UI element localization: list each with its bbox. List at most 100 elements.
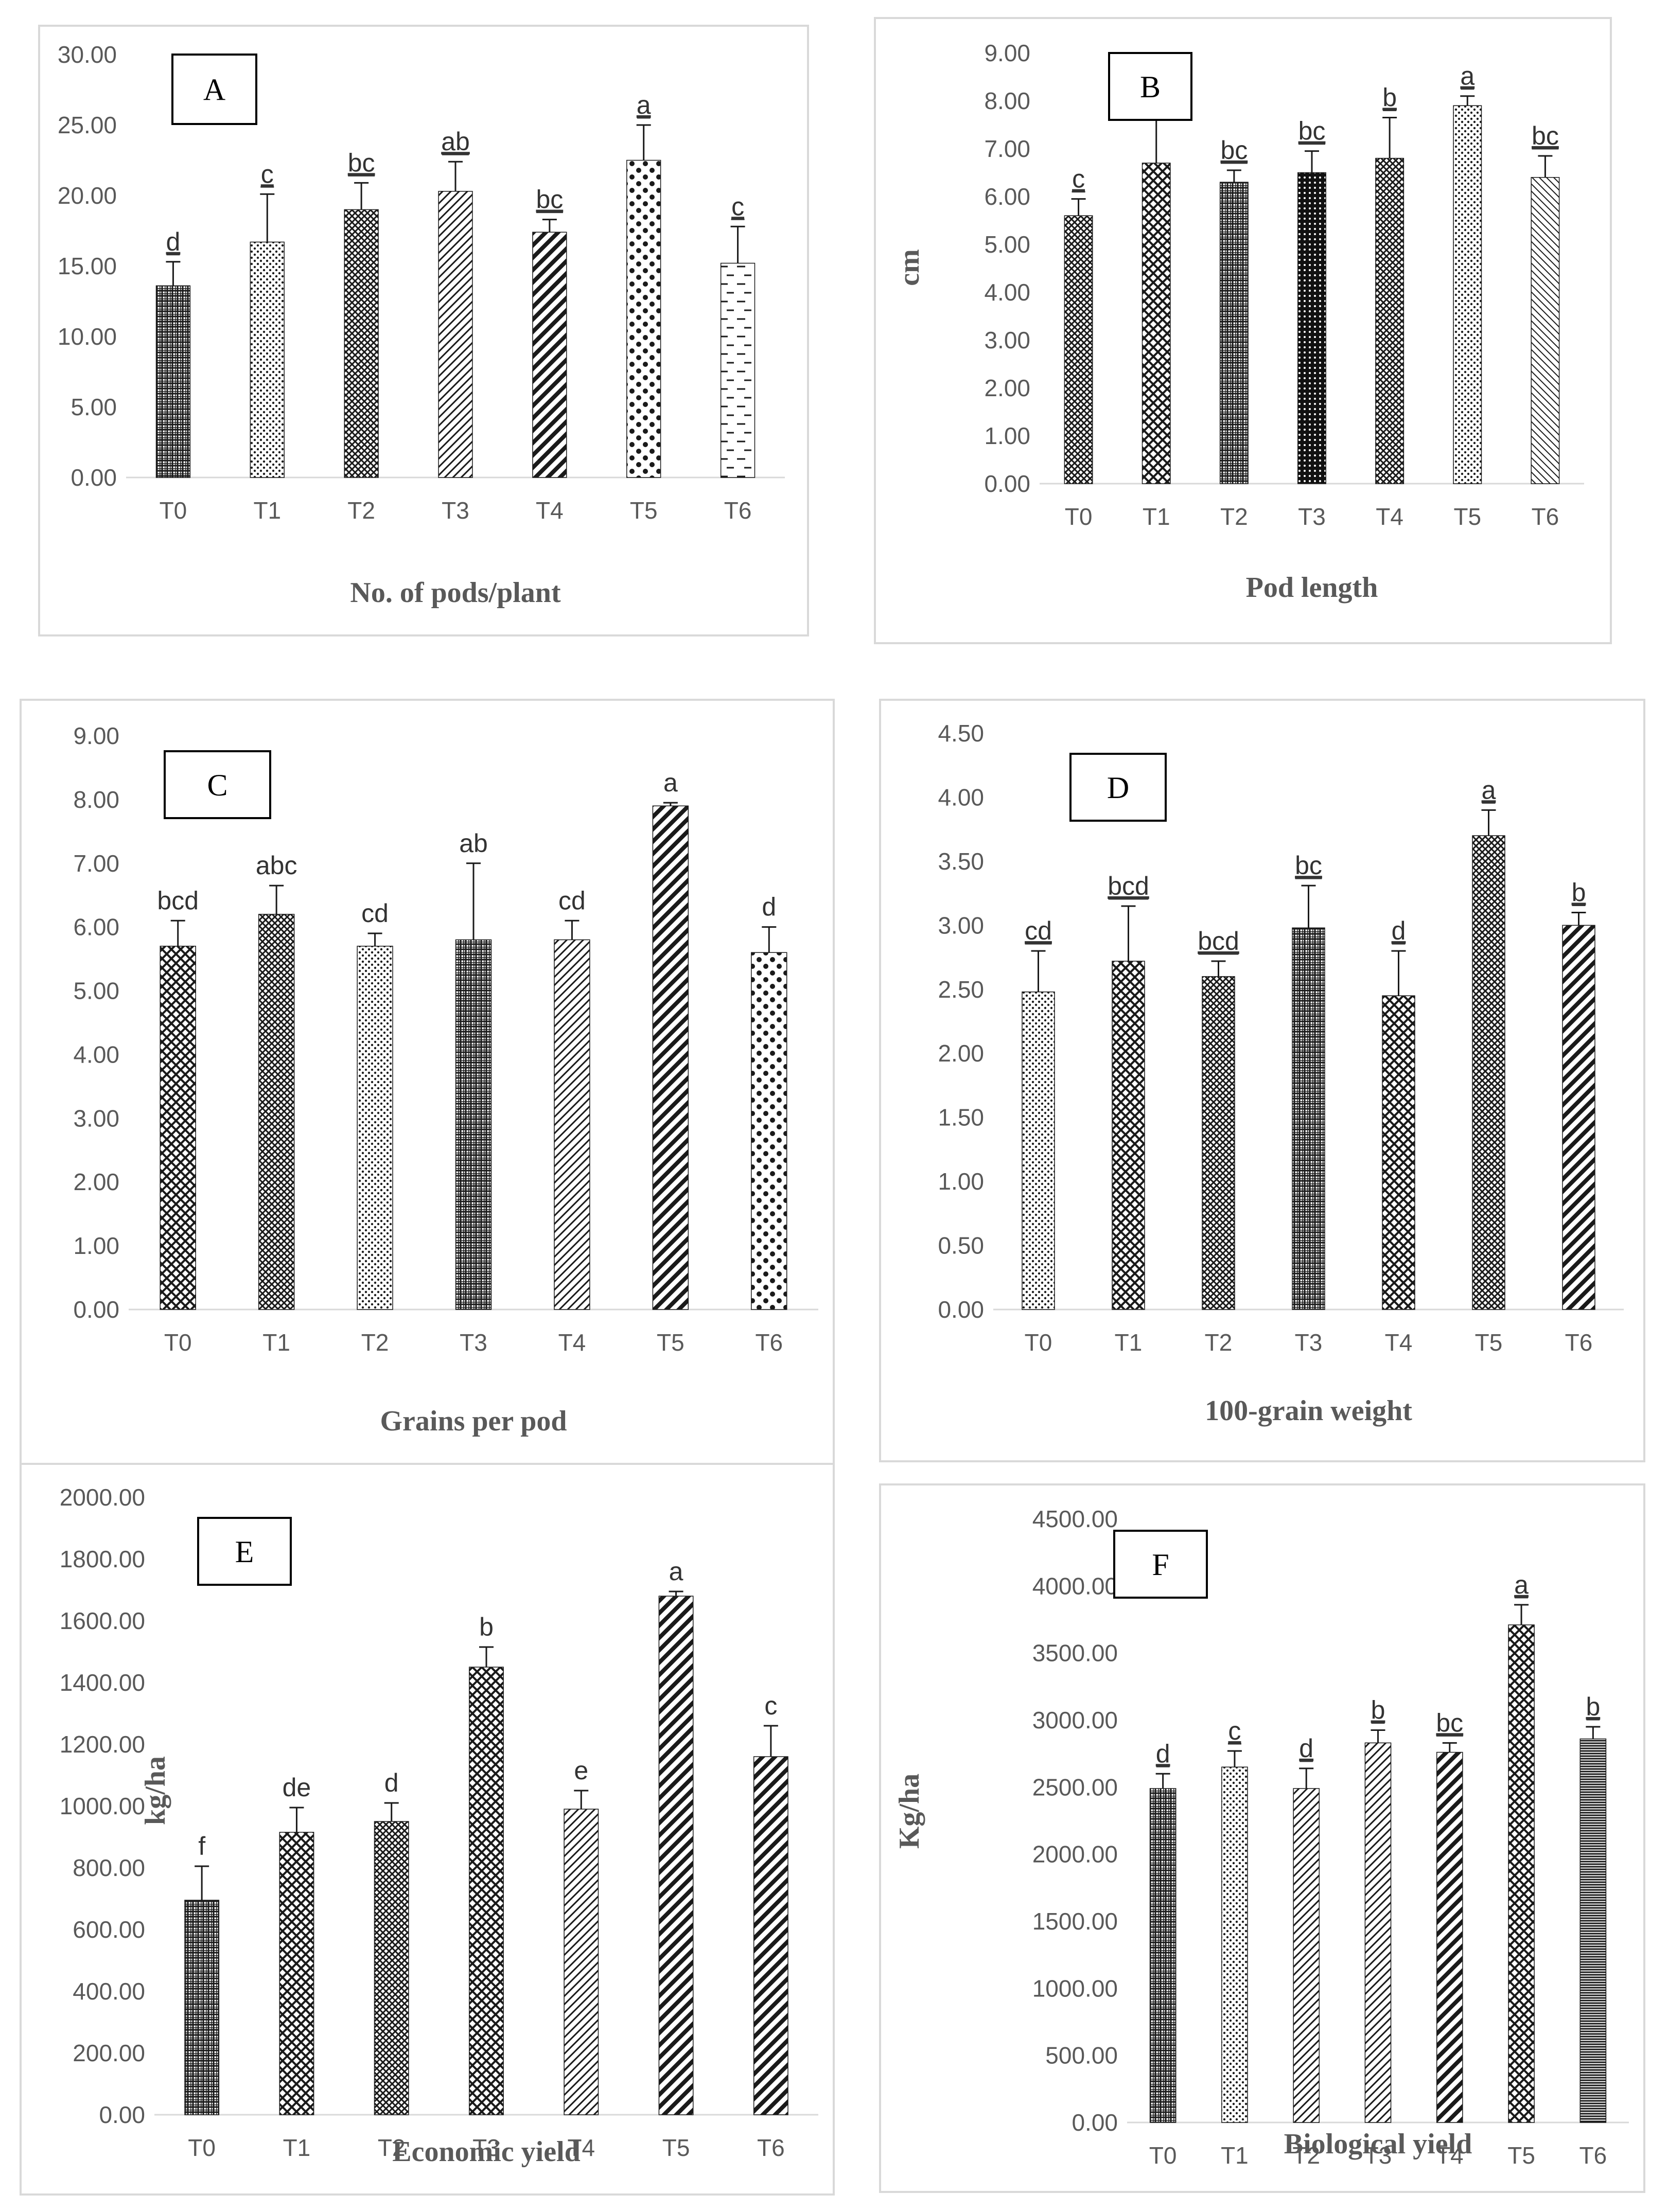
panel-a-ytick-label: 20.00 — [58, 182, 117, 209]
panel-b-letter-box — [1108, 52, 1192, 121]
panel-b-category-label: T1 — [1143, 503, 1170, 530]
panel-f-ytick-label: 2500.00 — [1032, 1774, 1118, 1800]
panel-b-sig-letter-t0: c — [1072, 165, 1085, 193]
panel-f-ytick-label: 1500.00 — [1032, 1908, 1118, 1935]
panel-a-ytick-label: 15.00 — [58, 253, 117, 279]
panel-f-bar-t6 — [1579, 1738, 1607, 2123]
panel-c-category-label: T5 — [657, 1329, 684, 1356]
panel-a-bar-t5 — [626, 160, 661, 478]
panel-e-bar-t3 — [469, 1667, 504, 2115]
panel-c-ytick-label: 3.00 — [73, 1105, 119, 1131]
panel-e-category-label: T0 — [188, 2134, 216, 2161]
panel-c-ytick-label: 2.00 — [73, 1169, 119, 1195]
panel-d: 0.00 0.50 1.00 1.50 2.00 2.50 3.00 3.50 4.00 4.50… — [879, 699, 1645, 1462]
panel-f-category-label: T5 — [1507, 2142, 1535, 2169]
panel-b-bar-t3 — [1297, 172, 1326, 484]
panel-f-ytick-label: 4000.00 — [1032, 1572, 1118, 1599]
panel-f-ytick-label: 0.00 — [1072, 2109, 1118, 2136]
panel-e-category-label: T2 — [378, 2134, 406, 2161]
panel-b-letter: B — [1140, 70, 1161, 104]
panel-b-ytick-label: 9.00 — [984, 40, 1030, 66]
panel-f-letter: F — [1152, 1548, 1169, 1582]
panel-a-ytick-label: 25.00 — [58, 112, 117, 138]
panel-c-sig-letter-t0: bcd — [157, 886, 199, 915]
panel-b-ytick-label: 3.00 — [984, 327, 1030, 353]
panel-d-sig-letter-t0: cd — [1025, 916, 1052, 945]
panel-f-bar-t2 — [1293, 1788, 1320, 2123]
panel-c-bar-t5 — [652, 805, 689, 1310]
panel-c-bar-t4 — [554, 939, 590, 1310]
panel-b-category-label: T4 — [1376, 503, 1403, 530]
panel-a-frame — [38, 25, 809, 636]
panel-c-category-label: T6 — [755, 1329, 783, 1356]
panel-b-ytick-label: 2.00 — [984, 375, 1030, 401]
panel-e-ytick-label: 1400.00 — [60, 1669, 145, 1696]
panel-c-sig-letter-t5: a — [663, 768, 678, 797]
panel-f-sig-letter-t6: b — [1586, 1692, 1600, 1721]
panel-c-sig-letter-t1: abc — [256, 851, 297, 880]
panel-a-category-label: T6 — [724, 497, 752, 524]
panel-f-category-label: T2 — [1292, 2142, 1320, 2169]
panel-b-bar-t4 — [1375, 157, 1404, 484]
panel-c-sig-letter-t6: d — [762, 893, 776, 922]
panel-f-ytick-label: 3500.00 — [1032, 1640, 1118, 1667]
panel-c-ytick-label: 4.00 — [73, 1041, 119, 1068]
panel-d-bar-t0 — [1022, 992, 1055, 1310]
panel-a-x-title: No. of pods/plant — [350, 577, 561, 609]
panel-b-ytick-label: 5.00 — [984, 231, 1030, 258]
panel-b-ytick-label: 0.00 — [984, 470, 1030, 497]
panel-b-sig-letter-t5: a — [1460, 62, 1474, 91]
panel-a-category-label: T1 — [253, 497, 281, 524]
panel-a-sig-letter-t0: d — [166, 227, 181, 256]
panel-e-sig-letter-t5: a — [669, 1557, 683, 1586]
panel-d-sig-letter-t3: bc — [1295, 851, 1322, 880]
panel-e-ytick-label: 1000.00 — [60, 1793, 145, 1819]
panel-c-sig-letter-t3: ab — [459, 829, 488, 858]
panel-d-bar-t5 — [1472, 835, 1505, 1310]
panel-f-bar-t0 — [1149, 1788, 1177, 2123]
panel-d-category-label: T1 — [1115, 1329, 1143, 1356]
panel-a-ytick-label: 0.00 — [71, 464, 117, 491]
panel-b-bar-t5 — [1453, 105, 1482, 484]
panel-e-category-label: T1 — [283, 2134, 311, 2161]
panel-d-sig-letter-t4: d — [1392, 916, 1406, 945]
panel-a-sig-letter-t3: ab — [441, 127, 470, 156]
panel-e-ytick-label: 400.00 — [73, 1978, 145, 2005]
panel-e-sig-letter-t2: d — [384, 1768, 399, 1797]
panel-d-sig-letter-t5: a — [1482, 775, 1496, 804]
panel-e-bar-t5 — [658, 1596, 694, 2115]
panel-c-letter-box — [164, 750, 271, 819]
panel-e-x-title: Economic yield — [392, 2136, 581, 2168]
panel-d-category-label: T2 — [1205, 1329, 1233, 1356]
panel-d-ytick-label: 1.50 — [938, 1104, 984, 1131]
panel-e-bar-t1 — [279, 1832, 314, 2115]
panel-e-ytick-label: 1600.00 — [60, 1607, 145, 1634]
panel-f-sig-letter-t0: d — [1156, 1739, 1170, 1768]
panel-d-frame — [879, 699, 1645, 1462]
panel-e-letter-box — [197, 1517, 292, 1586]
panel-d-bar-t1 — [1112, 961, 1145, 1310]
panel-f-bar-t5 — [1508, 1624, 1535, 2123]
panel-f-category-label: T3 — [1364, 2142, 1392, 2169]
panel-e-ytick-label: 200.00 — [73, 2040, 145, 2066]
panel-e-sig-letter-t4: e — [574, 1756, 588, 1785]
panel-d-bar-t4 — [1382, 995, 1415, 1310]
panel-e-ytick-label: 0.00 — [99, 2101, 145, 2128]
panel-b-bar-t2 — [1219, 182, 1249, 484]
panel-b-category-label: T5 — [1453, 503, 1481, 530]
panel-e-category-label: T4 — [567, 2134, 595, 2161]
panel-c-ytick-label: 6.00 — [73, 914, 119, 941]
panel-e-sig-letter-t6: c — [764, 1691, 777, 1720]
panel-c-letter: C — [207, 768, 227, 802]
panel-f-sig-letter-t3: b — [1371, 1696, 1385, 1725]
panel-c-category-label: T2 — [361, 1329, 389, 1356]
panel-e-ytick-label: 800.00 — [73, 1854, 145, 1881]
panel-a-sig-letter-t1: c — [261, 160, 274, 188]
panel-a-category-label: T0 — [160, 497, 187, 524]
panel-b-category-label: T6 — [1532, 503, 1559, 530]
panel-f-ytick-label: 3000.00 — [1032, 1707, 1118, 1733]
panel-c-frame — [20, 699, 835, 1467]
panel-d-bar-t3 — [1292, 927, 1325, 1310]
panel-a-bar-t4 — [532, 232, 567, 478]
panel-b-ytick-label: 6.00 — [984, 183, 1030, 210]
